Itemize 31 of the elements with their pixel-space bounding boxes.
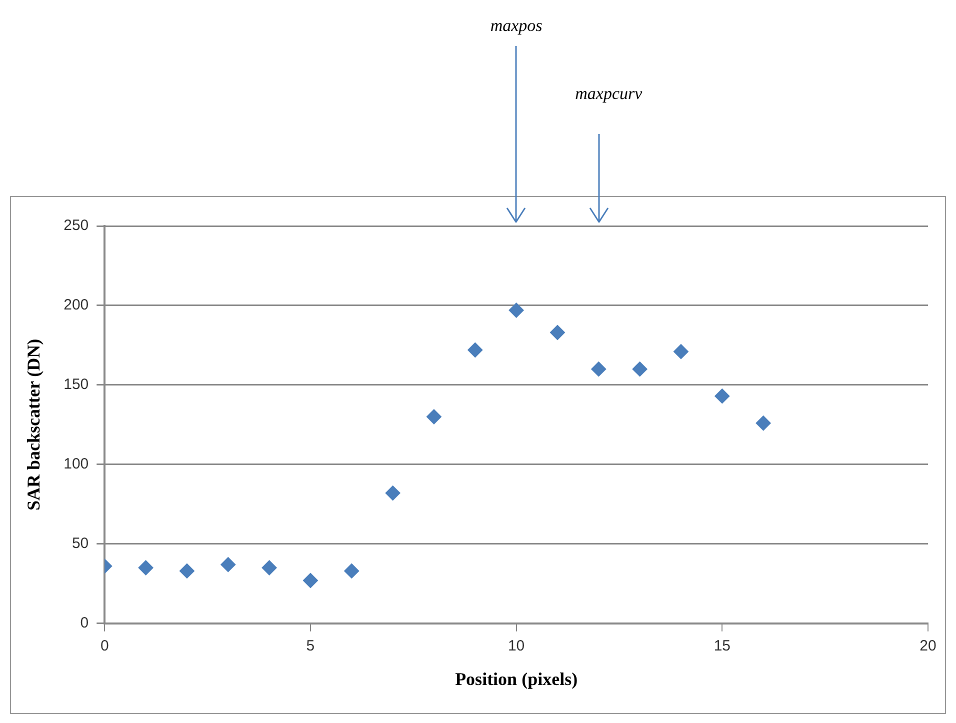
point [673, 344, 688, 360]
text: maxpcurv [575, 84, 643, 103]
y-tick-label: 50 [72, 535, 89, 552]
point [550, 325, 565, 340]
point [262, 560, 277, 576]
point [302, 572, 318, 588]
x-tick-label: 20 [920, 638, 936, 655]
point [756, 416, 771, 431]
point [344, 563, 360, 578]
point [138, 560, 154, 576]
x-tick-label: 5 [306, 638, 315, 655]
point [385, 486, 400, 501]
y-tick-label: 100 [64, 456, 89, 473]
point [426, 409, 442, 424]
point [714, 388, 730, 404]
point [591, 362, 606, 377]
point [220, 557, 236, 572]
point [632, 362, 648, 377]
x-tick-label: 15 [714, 638, 730, 655]
point [179, 563, 194, 578]
y-tick-label: 200 [64, 296, 89, 314]
x-tick-label: 0 [100, 638, 109, 655]
point [468, 342, 483, 358]
text: maxpos [490, 16, 543, 35]
y-axis-title: SAR backscatter (DN) [23, 338, 44, 511]
x-axis-title: Position (pixels) [455, 668, 578, 689]
y-tick-label: 0 [80, 614, 89, 632]
y-tick-label: 150 [64, 376, 89, 394]
y-tick-label: 250 [64, 217, 89, 234]
point [508, 302, 524, 318]
x-tick-label: 10 [508, 638, 525, 655]
